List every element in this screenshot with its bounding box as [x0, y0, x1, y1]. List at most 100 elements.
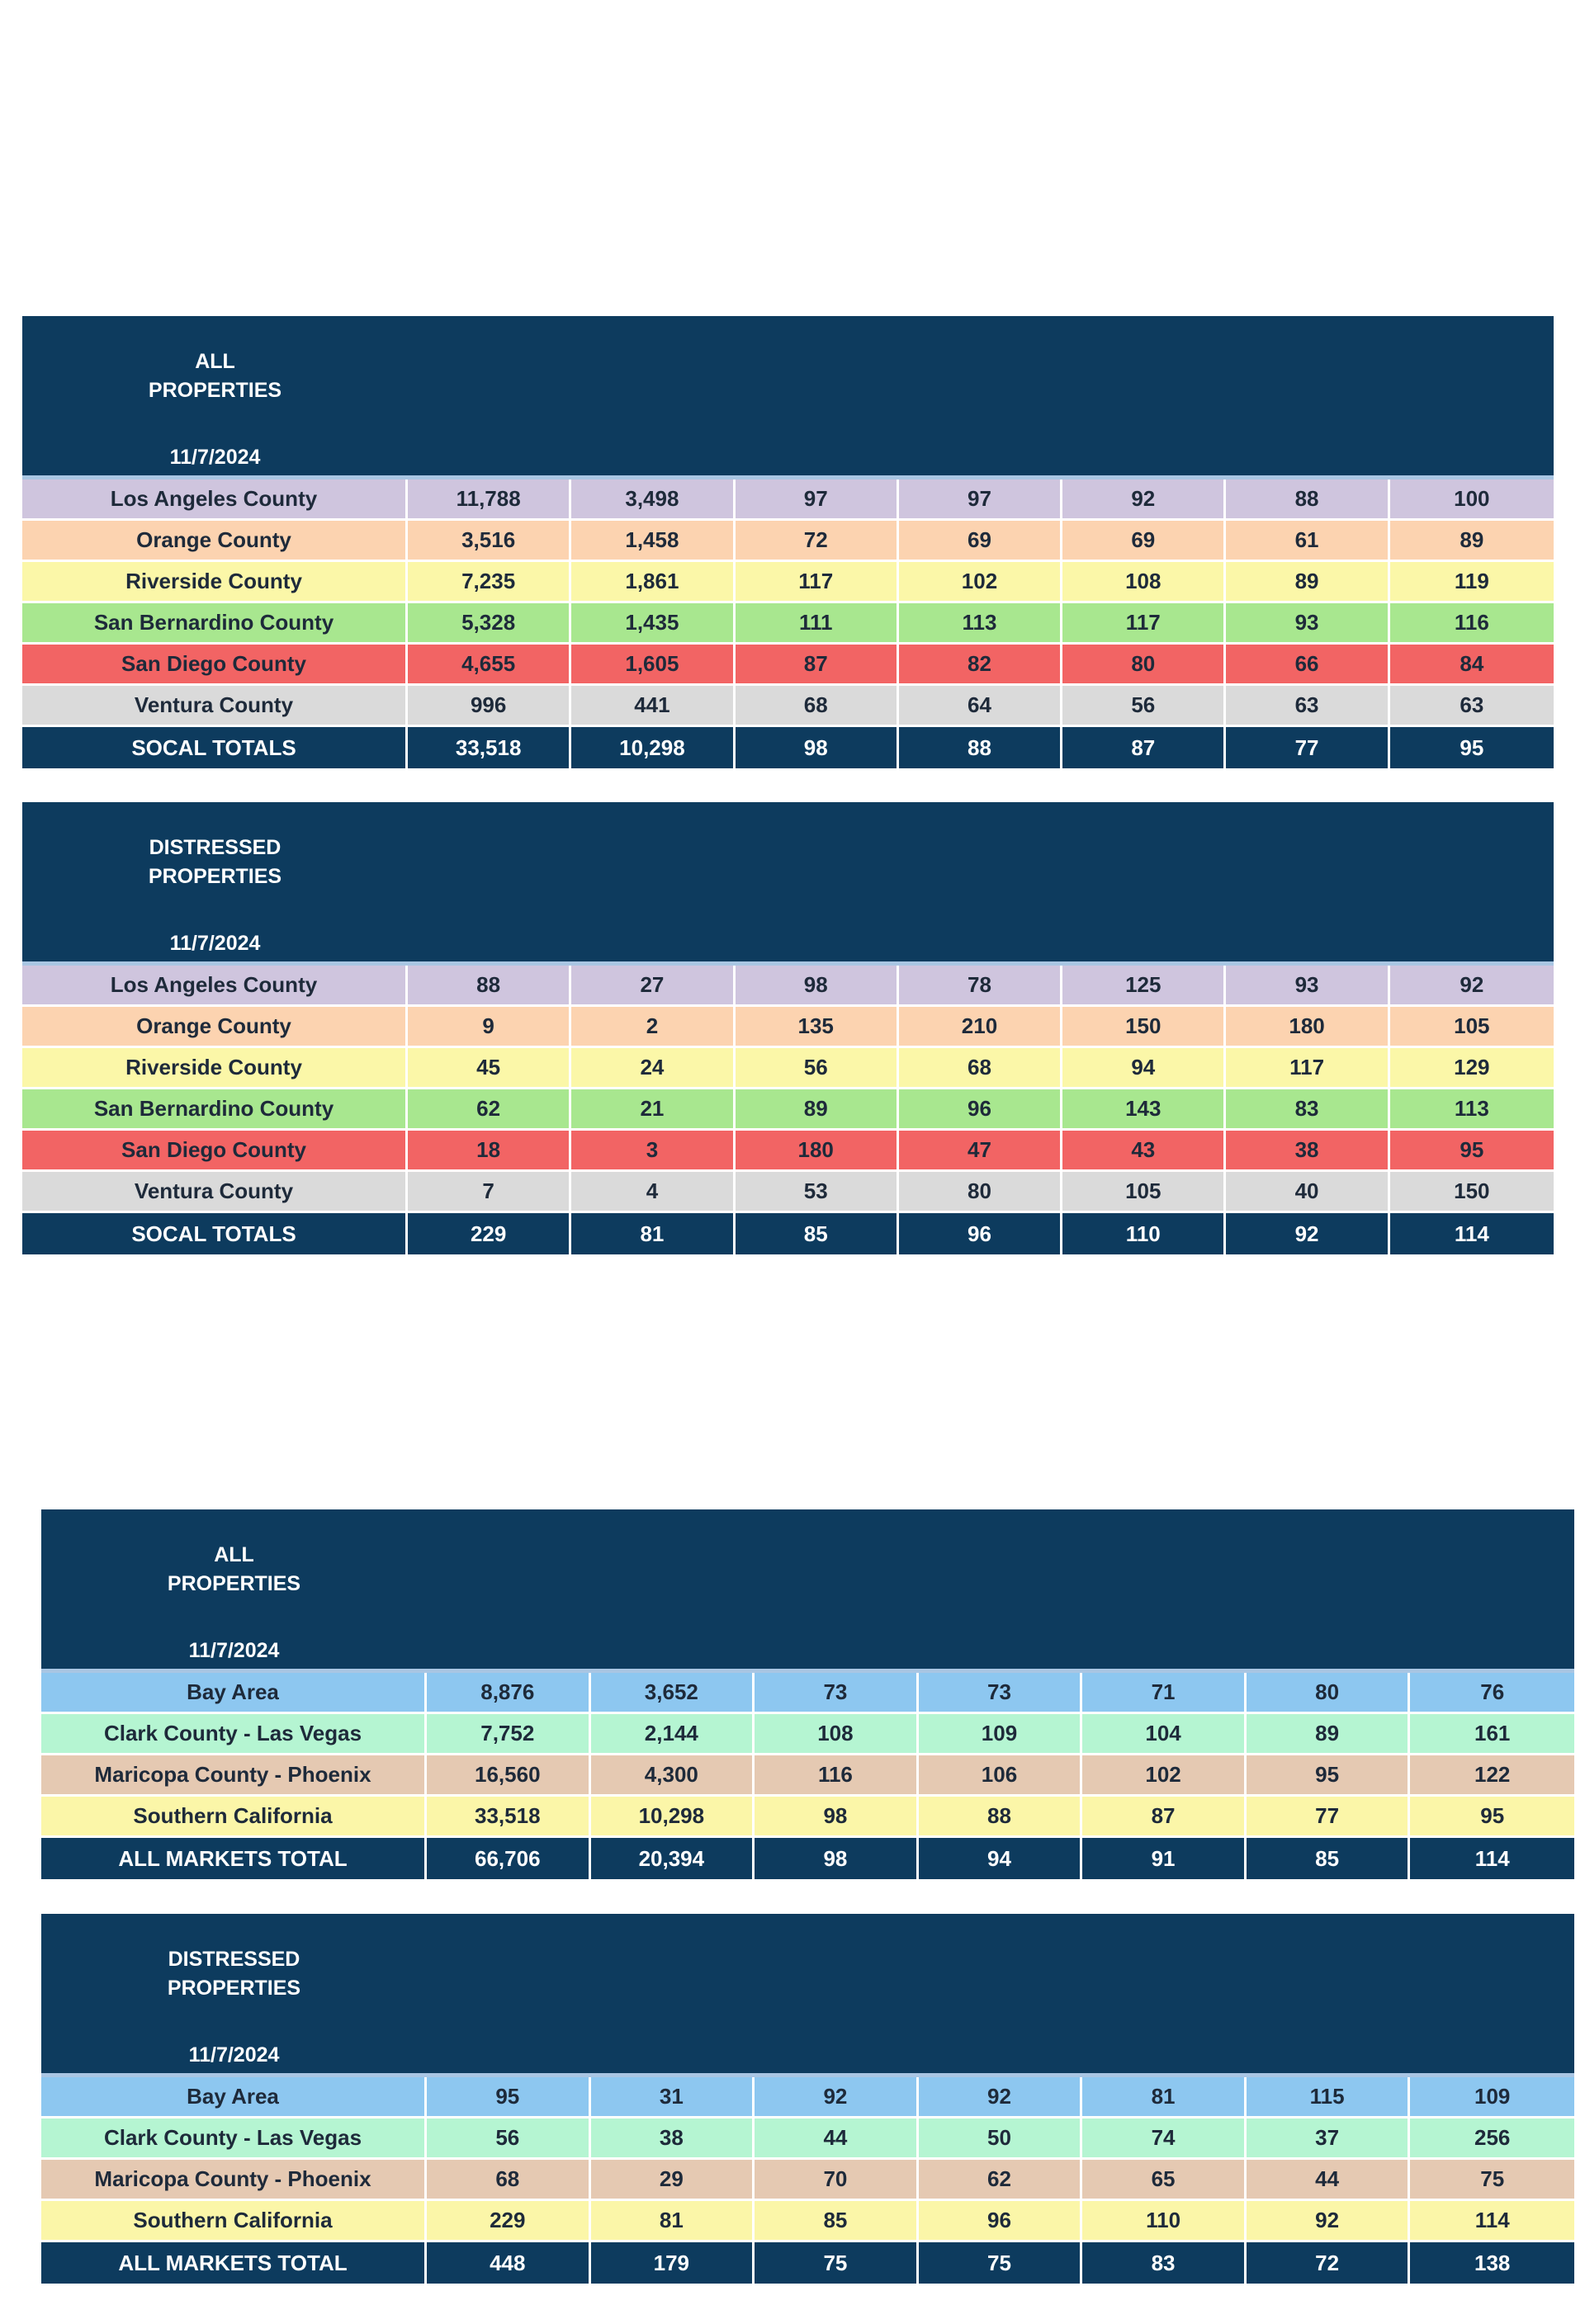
header-rule: [22, 475, 1554, 479]
value-cell: 179: [590, 2242, 755, 2284]
value-cell: 62: [918, 2160, 1083, 2201]
value-cell: 87: [1082, 1797, 1247, 1838]
value-cell: 1,435: [571, 603, 736, 645]
value-cell: 56: [427, 2119, 591, 2160]
value-cell: 56: [735, 1048, 899, 1089]
value-cell: 2: [571, 1007, 736, 1048]
value-cell: 63: [1226, 686, 1390, 727]
row-label: Clark County - Las Vegas: [41, 1714, 427, 1755]
value-cell: 229: [427, 2201, 591, 2242]
table-date: 11/7/2024: [188, 1639, 280, 1662]
value-cell: 40: [1226, 1172, 1390, 1213]
value-cell: 82: [898, 645, 1063, 686]
value-cell: 88: [918, 1797, 1083, 1838]
value-cell: 74: [1082, 2119, 1247, 2160]
value-cell: 38: [1226, 1131, 1390, 1172]
value-cell: 45: [408, 1048, 572, 1089]
value-cell: 77: [1246, 1797, 1411, 1838]
value-cell: 117: [1226, 1048, 1390, 1089]
value-cell: 80: [1062, 645, 1227, 686]
corner-lines: ALL PROPERTIES: [22, 347, 408, 405]
value-cell: 95: [1410, 1797, 1574, 1838]
value-cell: 84: [1389, 645, 1554, 686]
value-cell: 87: [1062, 727, 1227, 768]
table-date: 11/7/2024: [169, 446, 261, 469]
value-cell: 83: [1082, 2242, 1247, 2284]
value-cell: 135: [735, 1007, 899, 1048]
header-rule: [41, 1669, 1574, 1673]
value-cell: 33,518: [408, 727, 572, 768]
corner-lines: DISTRESSED PROPERTIES: [41, 1945, 427, 2003]
value-cell: 96: [918, 2201, 1083, 2242]
table-date: 11/7/2024: [188, 2043, 280, 2067]
corner-header: DISTRESSED PROPERTIES 11/7/2024: [22, 802, 408, 966]
value-cell: 88: [408, 966, 572, 1007]
value-cell: 78: [898, 966, 1063, 1007]
value-cell: 7,752: [427, 1714, 591, 1755]
value-cell: 38: [590, 2119, 755, 2160]
value-cell: 73: [918, 1673, 1083, 1714]
value-cell: 113: [1389, 1089, 1554, 1131]
row-label: Riverside County: [22, 562, 408, 603]
value-cell: 92: [1389, 966, 1554, 1007]
value-cell: 95: [1389, 1131, 1554, 1172]
value-cell: 96: [898, 1213, 1063, 1254]
value-cell: 97: [735, 479, 899, 521]
corner-lines: DISTRESSED PROPERTIES: [22, 834, 408, 891]
value-cell: 150: [1389, 1172, 1554, 1213]
row-label: SOCAL TOTALS: [22, 727, 408, 768]
value-cell: 85: [1246, 1838, 1411, 1879]
value-cell: 20,394: [590, 1838, 755, 1879]
row-label: San Diego County: [22, 1131, 408, 1172]
corner-header: ALL PROPERTIES 11/7/2024: [41, 1509, 427, 1673]
value-cell: 69: [898, 521, 1063, 562]
value-cell: 77: [1226, 727, 1390, 768]
value-cell: 88: [1226, 479, 1390, 521]
corner-line: DISTRESSED: [168, 1948, 300, 1971]
value-cell: 106: [918, 1755, 1083, 1797]
value-cell: 92: [755, 2077, 919, 2119]
value-cell: 95: [1246, 1755, 1411, 1797]
value-cell: 98: [735, 966, 899, 1007]
value-cell: 102: [1082, 1755, 1247, 1797]
row-label: ALL MARKETS TOTAL: [41, 1838, 427, 1879]
value-cell: 3: [571, 1131, 736, 1172]
value-cell: 104: [1082, 1714, 1247, 1755]
data-table: ALLPROPERTIES11/7/2024CURRENTACTIVESDEMA…: [22, 316, 1554, 768]
row-label: San Bernardino County: [22, 603, 408, 645]
value-cell: 69: [1062, 521, 1227, 562]
value-cell: 111: [735, 603, 899, 645]
value-cell: 64: [898, 686, 1063, 727]
value-cell: 150: [1062, 1007, 1227, 1048]
value-cell: 21: [571, 1089, 736, 1131]
value-cell: 4: [571, 1172, 736, 1213]
data-table: DISTRESSEDPROPERTIES11/7/2024CURRENTACTI…: [22, 802, 1554, 1254]
value-cell: 180: [1226, 1007, 1390, 1048]
value-cell: 9: [408, 1007, 572, 1048]
value-cell: 125: [1062, 966, 1227, 1007]
row-label: ALL MARKETS TOTAL: [41, 2242, 427, 2284]
value-cell: 96: [898, 1089, 1063, 1131]
value-cell: 81: [1082, 2077, 1247, 2119]
value-cell: 71: [1082, 1673, 1247, 1714]
row-label: SOCAL TOTALS: [22, 1213, 408, 1254]
value-cell: 65: [1082, 2160, 1247, 2201]
row-label: San Diego County: [22, 645, 408, 686]
value-cell: 81: [590, 2201, 755, 2242]
value-cell: 10,298: [590, 1797, 755, 1838]
value-cell: 108: [1062, 562, 1227, 603]
table-date: 11/7/2024: [169, 932, 261, 955]
value-cell: 143: [1062, 1089, 1227, 1131]
value-cell: 56: [1062, 686, 1227, 727]
value-cell: 75: [1410, 2160, 1574, 2201]
value-cell: 129: [1389, 1048, 1554, 1089]
corner-line: ALL: [195, 350, 235, 373]
value-cell: 80: [1246, 1673, 1411, 1714]
value-cell: 109: [1410, 2077, 1574, 2119]
value-cell: 68: [427, 2160, 591, 2201]
value-cell: 2,144: [590, 1714, 755, 1755]
value-cell: 83: [1226, 1089, 1390, 1131]
value-cell: 81: [571, 1213, 736, 1254]
value-cell: 110: [1082, 2201, 1247, 2242]
value-cell: 7: [408, 1172, 572, 1213]
